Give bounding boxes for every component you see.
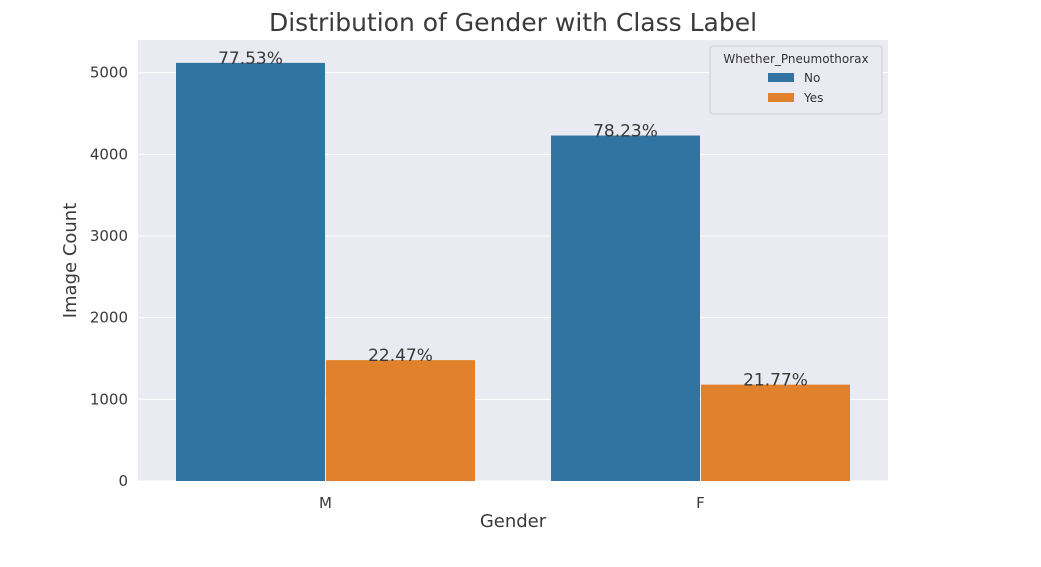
y-axis-label: Image Count bbox=[60, 203, 81, 319]
legend-label-yes: Yes bbox=[803, 91, 823, 105]
x-tick-label: F bbox=[696, 494, 705, 512]
bar-value-label: 21.77% bbox=[743, 371, 808, 391]
y-tick-label: 2000 bbox=[90, 309, 128, 327]
y-tick-label: 3000 bbox=[90, 227, 128, 245]
legend-title: Whether_Pneumothorax bbox=[723, 52, 868, 66]
bar-labels: 77.53% 22.47% 78.23% 21.77% bbox=[218, 49, 808, 391]
y-tick-label: 4000 bbox=[90, 145, 128, 163]
bars bbox=[176, 62, 850, 482]
bar-no-f bbox=[551, 135, 700, 482]
bar-yes-m bbox=[326, 360, 475, 481]
bar-yes-f bbox=[701, 384, 850, 481]
x-axis-label: Gender bbox=[480, 511, 547, 532]
legend-swatch-no bbox=[768, 73, 794, 82]
bar-value-label: 78.23% bbox=[593, 122, 658, 142]
y-tick-labels: 0 1000 2000 3000 4000 5000 bbox=[90, 64, 128, 490]
bar-value-label: 22.47% bbox=[368, 346, 433, 366]
y-tick-label: 1000 bbox=[90, 390, 128, 408]
bar-value-label: 77.53% bbox=[218, 49, 283, 69]
legend-box bbox=[709, 45, 883, 115]
legend-swatch-yes bbox=[768, 93, 794, 102]
legend-label-no: No bbox=[804, 71, 820, 85]
y-tick-label: 5000 bbox=[90, 64, 128, 82]
chart-title: Distribution of Gender with Class Label bbox=[269, 8, 757, 37]
bar-no-m bbox=[176, 62, 325, 481]
x-tick-label: M bbox=[319, 494, 332, 512]
y-tick-label: 0 bbox=[118, 472, 128, 490]
legend: Whether_Pneumothorax No Yes bbox=[709, 45, 883, 115]
